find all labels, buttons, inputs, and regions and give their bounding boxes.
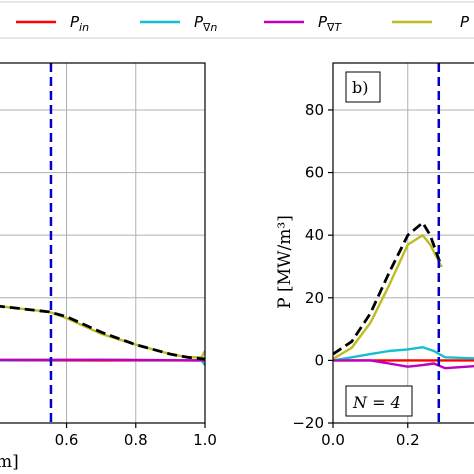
legend-label-pin: Pin — [70, 13, 89, 34]
panel-b-grid — [333, 63, 474, 424]
panel-b-label: b) — [352, 78, 368, 97]
y-tick-label: 80 — [305, 101, 324, 119]
x-tick-label: 0.0 — [321, 431, 345, 449]
x-tick-label: 0.6 — [55, 431, 79, 449]
series-line-pgt — [0, 358, 206, 362]
panel-a-x-label-fragment: m] — [0, 452, 19, 472]
panel-a: 0.6 0.8 1.0 m] — [0, 62, 217, 472]
y-tick-label: 0 — [314, 351, 324, 369]
panel-b-annotation-frame — [345, 385, 413, 417]
y-tick-label: 40 — [305, 226, 324, 244]
panel-a-x-ticks: 0.6 0.8 1.0 — [55, 423, 217, 449]
y-tick-label: 20 — [305, 289, 324, 307]
panel-b: 0.0 0.2 80 60 40 20 0 −20 b) N = 4 P [MW/m³] — [275, 62, 474, 449]
panel-a-grid — [0, 63, 205, 424]
legend-frame — [0, 1, 474, 39]
panel-b-annotation-box: N = 4 — [345, 385, 413, 417]
series-line-pgt — [333, 359, 474, 370]
panel-b-ticks: 0.0 0.2 80 60 40 20 0 −20 — [292, 101, 419, 449]
legend-label-pgn: P∇n — [194, 13, 217, 34]
series-line-total — [0, 304, 205, 361]
panel-a-frame — [0, 62, 206, 424]
panel-b-y-label: P [MW/m³] — [275, 215, 295, 309]
series-line-p4 — [0, 305, 207, 359]
panel-b-label-frame — [345, 71, 381, 103]
x-tick-label: 0.2 — [396, 431, 420, 449]
legend-label-p4: P — [460, 13, 470, 31]
panel-b-annotation: N = 4 — [352, 393, 401, 412]
panel-b-series — [332, 221, 474, 370]
legend: Pin P∇n P∇T P — [0, 1, 474, 39]
series-line-pgn — [332, 346, 474, 362]
x-tick-label: 1.0 — [193, 431, 217, 449]
x-tick-label: 0.8 — [124, 431, 148, 449]
panel-b-label-box: b) — [345, 71, 381, 103]
legend-label-pgt: P∇T — [318, 13, 342, 34]
series-line-p4 — [332, 233, 443, 360]
y-tick-label: −20 — [292, 414, 324, 432]
series-line-total — [332, 221, 443, 356]
panel-a-series — [0, 304, 207, 366]
panel-b-frame — [332, 62, 474, 424]
y-tick-label: 60 — [305, 164, 324, 182]
